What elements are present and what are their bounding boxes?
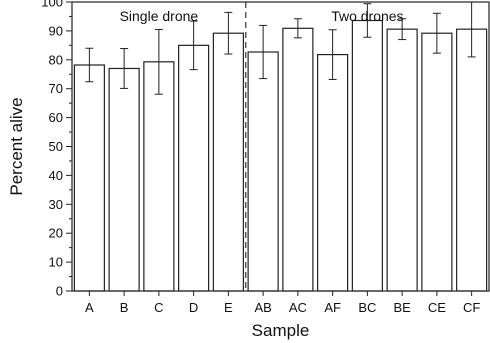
- y-tick-label: 90: [49, 23, 63, 38]
- x-tick-label: AF: [324, 300, 341, 315]
- error-bar-ce: [432, 12, 441, 54]
- x-tick-label: BE: [393, 300, 411, 315]
- bar-ce: [421, 32, 453, 292]
- error-bars: [85, 1, 476, 95]
- y-tick-label: 60: [49, 110, 63, 125]
- x-tick-label: C: [154, 300, 163, 315]
- bar-b: [108, 67, 140, 292]
- y-tick-label: 0: [56, 284, 63, 299]
- y-tick-label: 70: [49, 81, 63, 96]
- y-tick-label: 50: [49, 139, 63, 154]
- error-bar-e: [224, 11, 233, 55]
- y-tick-label: 20: [49, 226, 63, 241]
- y-tick-label: 100: [41, 0, 63, 10]
- error-bar-be: [398, 18, 407, 41]
- x-axis-ticks: A B C D E AB AC AF BC BE CE CF: [85, 291, 480, 315]
- y-axis-ticks: 0 10 20 30 40 50 60 70 80 90 100: [41, 0, 72, 299]
- x-tick-label: A: [85, 300, 94, 315]
- error-bar-ab: [259, 24, 268, 80]
- bar-ac: [282, 27, 314, 292]
- error-bar-c: [154, 28, 163, 95]
- error-bar-bc: [363, 3, 372, 38]
- bar-e: [212, 32, 244, 292]
- error-bar-ac: [293, 18, 302, 39]
- x-axis-title: Sample: [252, 321, 310, 340]
- error-bar-b: [120, 48, 129, 89]
- bar-c: [143, 61, 175, 292]
- x-tick-label: AB: [254, 300, 271, 315]
- x-tick-label: AC: [289, 300, 307, 315]
- bar-cf: [456, 28, 488, 292]
- bar-af: [317, 53, 349, 292]
- y-axis-title: Percent alive: [7, 97, 26, 195]
- y-tick-label: 80: [49, 52, 63, 67]
- bar-be: [386, 28, 418, 292]
- bar-ab: [247, 51, 279, 292]
- error-bar-d: [189, 20, 198, 71]
- bars: [73, 19, 488, 292]
- y-tick-label: 10: [49, 255, 63, 270]
- group-label-two-drones: Two drones: [331, 8, 403, 24]
- x-tick-label: B: [120, 300, 129, 315]
- x-tick-label: BC: [358, 300, 376, 315]
- x-tick-label: CF: [463, 300, 480, 315]
- error-bar-af: [328, 29, 337, 80]
- bar-d: [178, 44, 210, 292]
- x-tick-label: D: [189, 300, 198, 315]
- y-tick-label: 40: [49, 168, 63, 183]
- x-tick-label: E: [224, 300, 233, 315]
- bar-a: [73, 64, 105, 292]
- error-bar-a: [85, 47, 94, 83]
- bar-bc: [351, 19, 383, 292]
- group-label-single-drone: Single drone: [120, 8, 199, 24]
- x-tick-label: CE: [428, 300, 446, 315]
- y-tick-label: 30: [49, 197, 63, 212]
